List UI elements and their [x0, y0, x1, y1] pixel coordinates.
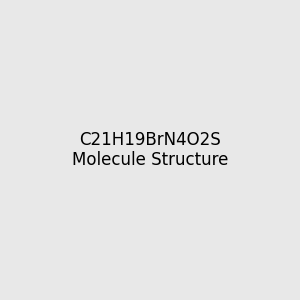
Text: C21H19BrN4O2S
Molecule Structure: C21H19BrN4O2S Molecule Structure: [72, 130, 228, 170]
